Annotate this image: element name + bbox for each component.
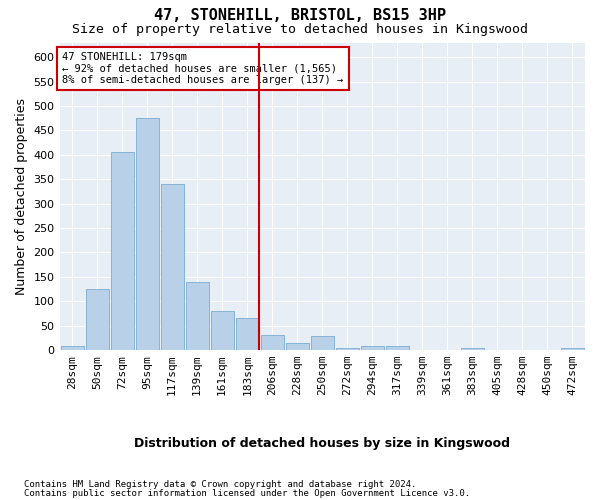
Bar [185, 282, 209, 350]
Bar [286, 342, 309, 350]
Bar [161, 184, 184, 350]
Text: Contains public sector information licensed under the Open Government Licence v3: Contains public sector information licen… [24, 488, 470, 498]
X-axis label: Distribution of detached houses by size in Kingswood: Distribution of detached houses by size … [134, 437, 510, 450]
Bar [136, 118, 158, 350]
Text: 47 STONEHILL: 179sqm
← 92% of detached houses are smaller (1,565)
8% of semi-det: 47 STONEHILL: 179sqm ← 92% of detached h… [62, 52, 343, 85]
Bar [236, 318, 259, 350]
Bar [461, 348, 484, 350]
Y-axis label: Number of detached properties: Number of detached properties [15, 98, 28, 294]
Bar [110, 152, 134, 350]
Text: 47, STONEHILL, BRISTOL, BS15 3HP: 47, STONEHILL, BRISTOL, BS15 3HP [154, 8, 446, 22]
Bar [311, 336, 334, 350]
Bar [61, 346, 83, 350]
Bar [211, 311, 233, 350]
Text: Contains HM Land Registry data © Crown copyright and database right 2024.: Contains HM Land Registry data © Crown c… [24, 480, 416, 489]
Bar [361, 346, 384, 350]
Text: Size of property relative to detached houses in Kingswood: Size of property relative to detached ho… [72, 22, 528, 36]
Bar [261, 336, 284, 350]
Bar [336, 348, 359, 350]
Bar [386, 346, 409, 350]
Bar [86, 289, 109, 350]
Bar [561, 348, 584, 350]
